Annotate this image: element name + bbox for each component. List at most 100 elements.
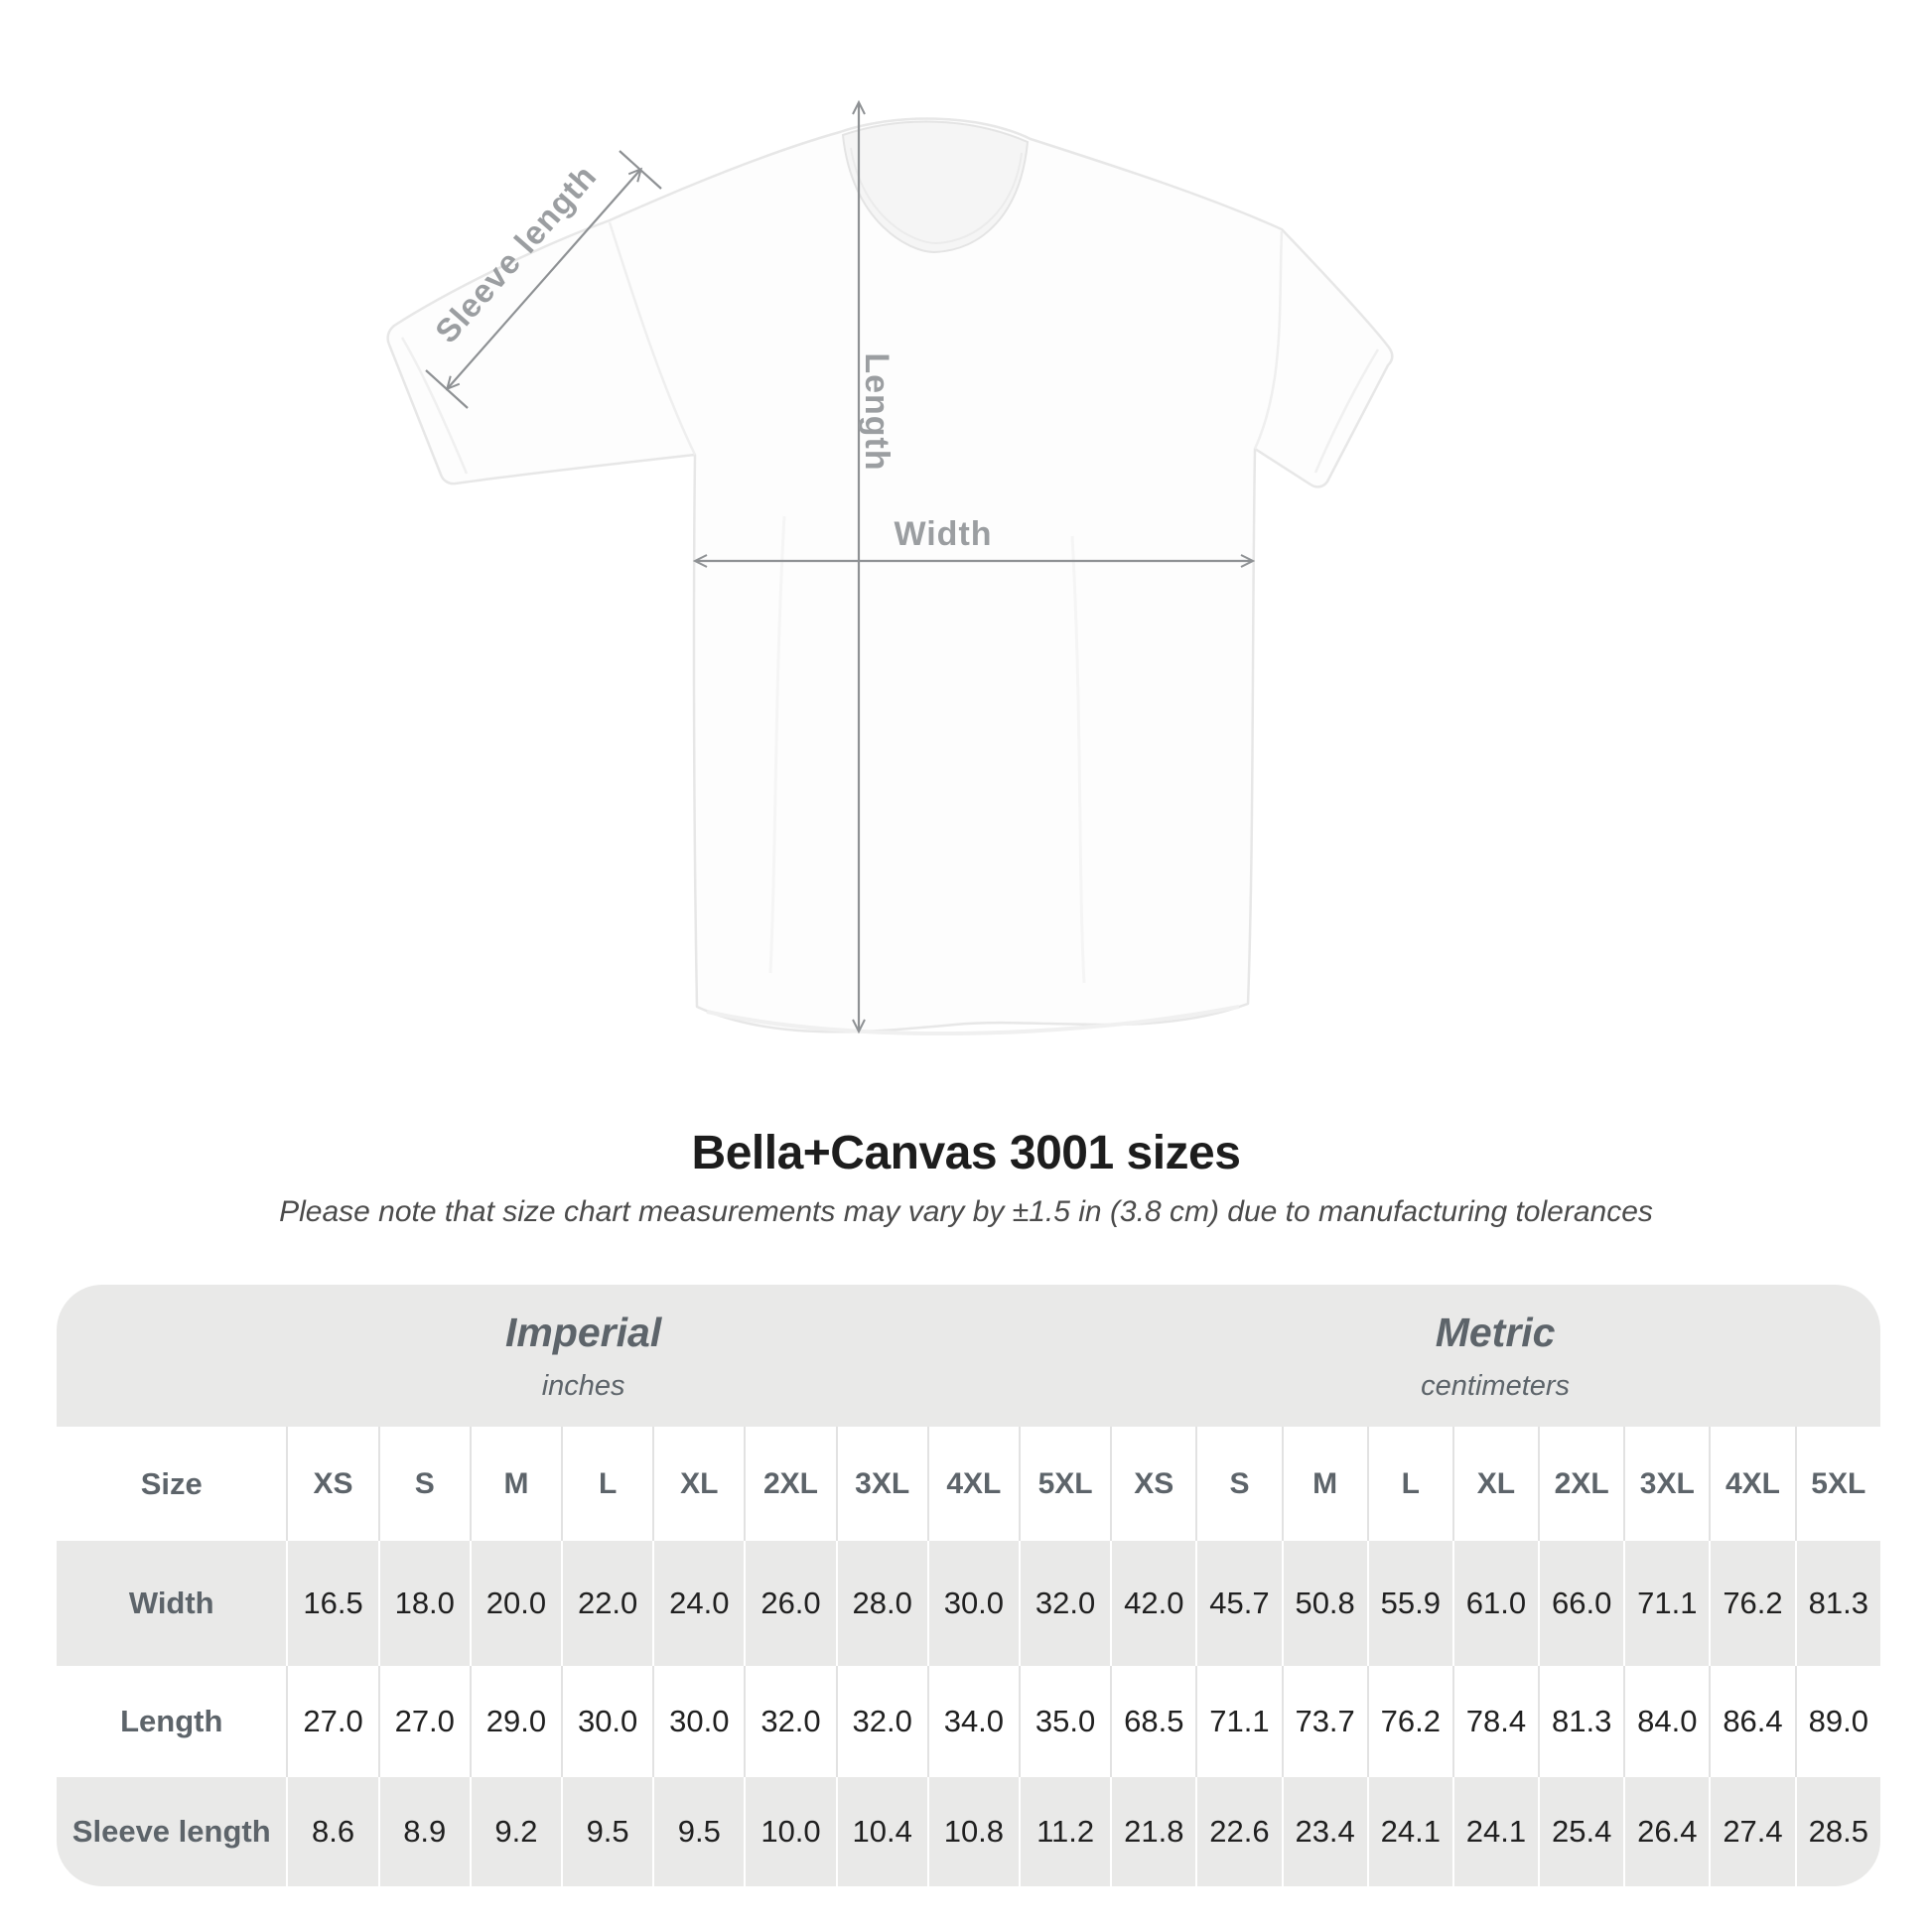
value-cell: 18.0 [377,1541,470,1666]
value-cell: 66.0 [1538,1541,1624,1666]
value-cell: 78.4 [1451,1666,1539,1777]
size-header: XL [1451,1427,1539,1541]
value-cell: 34.0 [926,1666,1019,1777]
value-cell: 76.2 [1709,1541,1795,1666]
value-cell: 84.0 [1623,1666,1710,1777]
tshirt-illustration [386,117,1394,1036]
row-label: Sleeve length [57,1777,287,1886]
value-cell: 27.0 [377,1666,470,1777]
value-cell: 29.0 [469,1666,562,1777]
value-cell: 71.1 [1623,1541,1710,1666]
value-cell: 30.0 [561,1666,653,1777]
right-cuff-hem [1313,348,1380,474]
size-header: L [1366,1427,1452,1541]
value-cell: 23.4 [1281,1777,1367,1886]
left-cuff-hem [400,337,469,475]
size-header: M [1281,1427,1367,1541]
metric-group-header: Metric centimeters [1110,1285,1880,1427]
value-cell: 11.2 [1018,1777,1111,1886]
value-cell: 68.5 [1110,1666,1196,1777]
value-cell: 71.1 [1195,1666,1282,1777]
size-header: XS [286,1427,378,1541]
size-header: S [377,1427,470,1541]
row-label: Width [57,1541,287,1666]
value-cell: 73.7 [1281,1666,1367,1777]
value-cell: 32.0 [835,1666,927,1777]
size-header: 5XL [1794,1427,1880,1541]
size-header: XS [1110,1427,1196,1541]
value-cell: 25.4 [1538,1777,1624,1886]
size-header: XL [652,1427,745,1541]
value-cell: 26.4 [1623,1777,1710,1886]
imperial-title: Imperial [504,1309,662,1355]
size-table: Imperial inches Metric centimeters Size … [57,1285,1880,1886]
size-header: 3XL [835,1427,927,1541]
value-cell: 28.0 [835,1541,927,1666]
page-subtitle: Please note that size chart measurements… [279,1195,1653,1228]
value-cell: 27.0 [286,1666,378,1777]
size-header: 2XL [744,1427,836,1541]
tshirt-diagram: Width Length Sleeve length [386,99,1394,1036]
value-cell: 24.1 [1366,1777,1452,1886]
value-cell: 45.7 [1195,1541,1282,1666]
sleeve-arrow-tick [425,369,469,409]
size-header: L [561,1427,653,1541]
value-cell: 89.0 [1794,1666,1880,1777]
value-cell: 26.0 [744,1541,836,1666]
value-cell: 8.6 [286,1777,378,1886]
size-row-label: Size [57,1427,287,1541]
value-cell: 20.0 [469,1541,562,1666]
value-cell: 8.9 [377,1777,470,1886]
value-cell: 10.8 [926,1777,1019,1886]
value-cell: 81.3 [1794,1541,1880,1666]
value-cell: 22.6 [1195,1777,1282,1886]
table-row-sleeve-length: Sleeve length 8.6 8.9 9.2 9.5 9.5 10.0 1… [57,1777,1880,1886]
value-cell: 42.0 [1110,1541,1196,1666]
fold-line [768,515,786,974]
metric-unit: centimeters [1421,1369,1571,1402]
value-cell: 24.1 [1451,1777,1539,1886]
size-header-row: Size XS S M L XL 2XL 3XL 4XL 5XL XS S M … [57,1427,1880,1541]
value-cell: 86.4 [1709,1666,1795,1777]
value-cell: 16.5 [286,1541,378,1666]
sleeve-arrow-tick [619,150,662,190]
size-header: S [1195,1427,1282,1541]
value-cell: 30.0 [926,1541,1019,1666]
value-cell: 81.3 [1538,1666,1624,1777]
tshirt-body [386,117,1394,1034]
value-cell: 9.5 [652,1777,745,1886]
size-header: M [469,1427,562,1541]
imperial-group-header: Imperial inches [57,1285,1111,1427]
width-label: Width [894,515,992,553]
value-cell: 76.2 [1366,1666,1452,1777]
value-cell: 61.0 [1451,1541,1539,1666]
value-cell: 27.4 [1709,1777,1795,1886]
unit-group-row: Imperial inches Metric centimeters [57,1285,1880,1427]
hem-shadow [706,1005,1240,1036]
value-cell: 9.2 [469,1777,562,1886]
value-cell: 10.4 [835,1777,927,1886]
value-cell: 32.0 [744,1666,836,1777]
size-header: 2XL [1538,1427,1624,1541]
value-cell: 30.0 [652,1666,745,1777]
row-label: Length [57,1666,287,1777]
value-cell: 50.8 [1281,1541,1367,1666]
metric-title: Metric [1435,1309,1556,1355]
value-cell: 10.0 [744,1777,836,1886]
collar-opening [841,120,1030,254]
collar-inner-rim [850,147,1023,245]
dimension-arrows [425,99,1256,1035]
size-header: 4XL [1709,1427,1795,1541]
value-cell: 24.0 [652,1541,745,1666]
value-cell: 28.5 [1794,1777,1880,1886]
length-label: Length [858,352,896,471]
size-header: 3XL [1623,1427,1710,1541]
value-cell: 35.0 [1018,1666,1111,1777]
imperial-unit: inches [541,1369,625,1402]
value-cell: 9.5 [561,1777,653,1886]
right-sleeve-seam [1253,230,1284,450]
page-title: Bella+Canvas 3001 sizes [691,1127,1241,1179]
value-cell: 22.0 [561,1541,653,1666]
fold-line [1070,535,1086,984]
